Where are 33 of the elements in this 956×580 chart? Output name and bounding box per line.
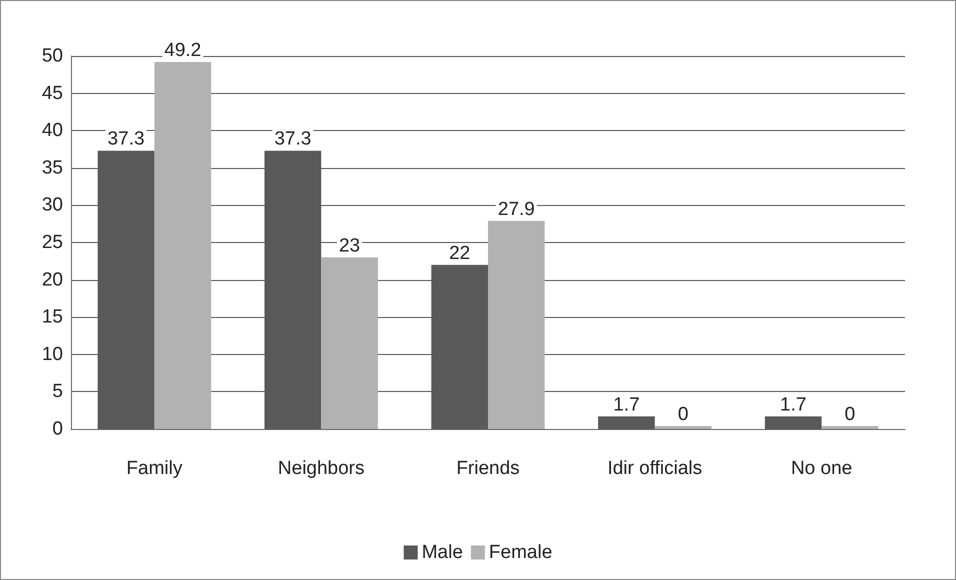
data-label: 49.2	[164, 40, 202, 61]
x-tick-label: No one	[790, 458, 852, 479]
data-label: 0	[678, 404, 688, 425]
y-tick-label: 40	[42, 120, 63, 142]
y-tick-label: 45	[42, 82, 63, 104]
legend-label: Female	[488, 542, 552, 563]
bar	[488, 220, 545, 429]
legend-label: Male	[422, 542, 463, 563]
bar	[598, 416, 655, 429]
x-tick-label: Friends	[456, 458, 520, 479]
x-tick-label: Family	[126, 458, 183, 479]
data-label: 37.3	[274, 128, 312, 150]
y-tick-label: 50	[42, 46, 63, 66]
y-tick-label: 30	[42, 194, 63, 216]
data-label: 23	[338, 235, 360, 256]
y-tick-label: 20	[42, 269, 63, 290]
y-tick-label: 5	[52, 381, 63, 402]
data-label: 27.9	[498, 198, 535, 220]
y-tick-label: 25	[42, 232, 63, 253]
y-tick-label: 15	[42, 306, 63, 328]
y-tick-label: 0	[52, 418, 63, 440]
data-label: 0	[844, 404, 856, 425]
bar	[764, 416, 822, 429]
bar	[154, 62, 212, 429]
data-label: 22	[449, 242, 470, 264]
y-tick-label: 10	[42, 344, 63, 365]
x-tick-label: Neighbors	[278, 458, 365, 479]
data-label: 1.7	[780, 394, 806, 416]
bar	[321, 257, 378, 429]
x-tick-label: Idir officials	[607, 458, 702, 479]
data-label: 37.3	[108, 128, 145, 150]
data-label: 1.7	[613, 394, 640, 416]
y-tick-label: 35	[42, 157, 63, 178]
